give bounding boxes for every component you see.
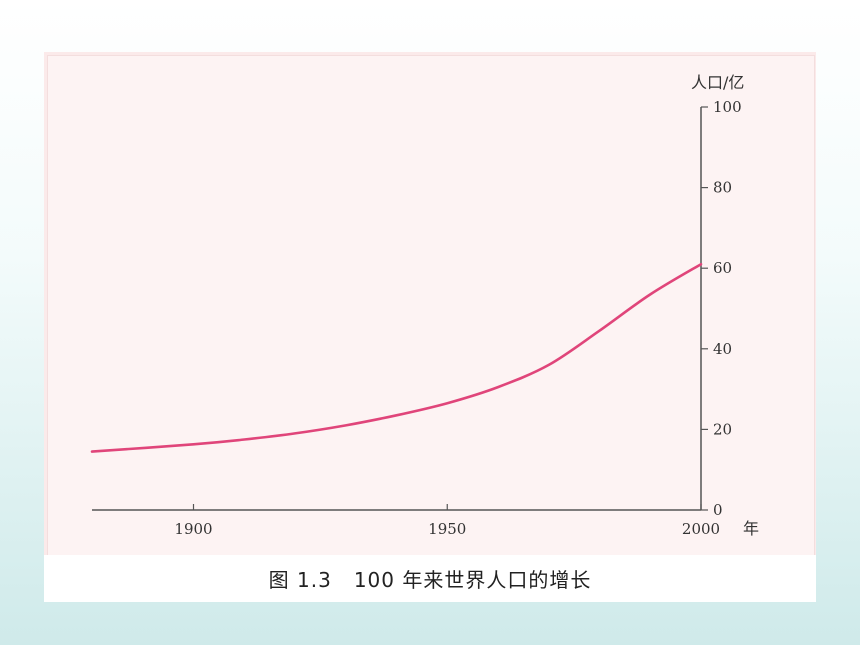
x-tick-label-2000: 2000: [682, 520, 720, 538]
figure-card: 1900 1950 2000 0 20 40 60 80 100 人口/亿年 图 1.3 100 …: [44, 52, 816, 602]
caption-number: 图 1.3: [268, 568, 332, 592]
caption-text: 100 年来世界人口的增长: [353, 568, 592, 592]
x-tick-label-1900: 1900: [174, 520, 212, 538]
y-tick-label-80: 80: [713, 179, 732, 197]
y-tick-label-20: 20: [713, 420, 732, 438]
figure-caption: 图 1.3 100 年来世界人口的增长: [44, 555, 816, 602]
y-tick-label-100: 100: [713, 98, 742, 116]
x-axis-label: 年: [743, 519, 759, 538]
x-tick-label-1950: 1950: [428, 520, 466, 538]
population-series-line: [90, 262, 703, 453]
y-axis-label: 人口/亿: [691, 73, 744, 92]
y-tick-label-60: 60: [713, 259, 732, 277]
plot-area: 1900 1950 2000 0 20 40 60 80 100 人口/亿年: [47, 55, 815, 557]
y-tick-label-40: 40: [713, 340, 732, 358]
y-tick-label-0: 0: [713, 501, 723, 519]
